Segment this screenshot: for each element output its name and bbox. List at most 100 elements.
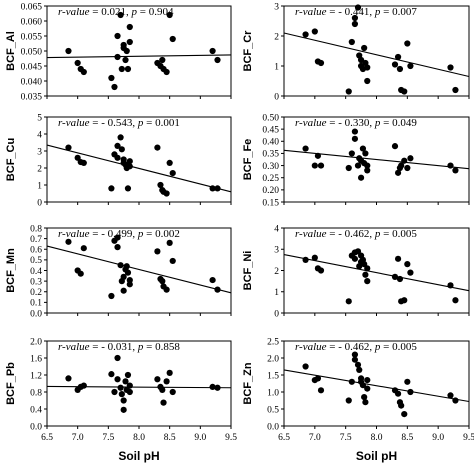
y-axis-label: BCF_Al (5, 31, 17, 71)
stats-annotation: r-value = - 0.499, p = 0.002 (58, 228, 180, 240)
data-point (394, 53, 402, 61)
data-point (114, 53, 121, 61)
data-point (118, 146, 125, 153)
data-point (364, 162, 371, 169)
data-point (74, 59, 81, 67)
data-point (80, 382, 87, 389)
y-tick-label: 0.8 (30, 224, 42, 234)
y-tick-label: 0.7 (30, 235, 42, 245)
y-tick-label: 2 (274, 267, 279, 277)
data-point (126, 388, 133, 396)
x-tick-label: 9.5 (225, 433, 237, 443)
y-tick-label: 0.50 (262, 113, 279, 123)
data-point (357, 56, 365, 64)
y-tick-label: 4 (37, 130, 42, 140)
data-point (154, 248, 161, 255)
data-point (166, 11, 173, 19)
data-point (396, 65, 404, 73)
data-point (111, 388, 118, 396)
data-point (120, 273, 127, 280)
data-point (345, 88, 352, 95)
y-tick-label: 0 (37, 198, 42, 208)
data-point (404, 378, 411, 385)
x-tick-label: 8.0 (371, 433, 383, 443)
y-tick-label: 5 (37, 113, 42, 123)
data-point (126, 158, 133, 165)
y-tick-label: 1.0 (267, 388, 279, 398)
trend-line (283, 254, 470, 292)
data-point (364, 278, 371, 285)
data-point (354, 248, 362, 255)
plot-frame (283, 227, 470, 314)
data-point (351, 20, 359, 28)
data-point (398, 402, 405, 409)
data-point (166, 159, 173, 166)
data-point (108, 74, 115, 82)
data-point (317, 59, 325, 67)
panel-bcf-cr: 0 1 2 3 BCF_Cr r-value = - 0.441, p = 0.007 (242, 2, 470, 102)
data-point (407, 388, 414, 396)
data-point (345, 397, 352, 404)
y-tick-label: 0.2 (30, 288, 42, 298)
data-point (404, 164, 411, 172)
data-point (80, 68, 87, 76)
y-tick-label: 0 (274, 309, 279, 319)
panel-bcf-ni: 0 1 2 3 4 BCF_Ni r-value = - 0.462, p = 0.005 (242, 224, 470, 319)
y-axis-label: BCF_Ni (242, 251, 254, 291)
data-point (351, 356, 359, 363)
data-point (157, 181, 164, 189)
data-point (361, 261, 368, 268)
data-point (120, 287, 127, 294)
plot-frame (283, 5, 470, 97)
trend-line (46, 385, 232, 389)
y-tick-label: 0.055 (21, 32, 43, 42)
data-point (364, 64, 371, 71)
data-point (111, 83, 118, 91)
data-point (169, 35, 176, 43)
data-point (302, 363, 309, 370)
data-point (124, 65, 132, 73)
data-point (114, 32, 121, 40)
trend-line (46, 54, 232, 59)
data-point (447, 392, 454, 399)
x-tick-label: 9.5 (463, 433, 474, 443)
data-point (351, 351, 359, 358)
y-tick-label: 0.5 (30, 256, 42, 266)
x-tick-label: 7.5 (102, 433, 114, 443)
data-point (159, 56, 166, 64)
data-point (364, 265, 371, 272)
data-point (314, 152, 322, 159)
data-point (317, 162, 325, 169)
data-point (108, 371, 115, 378)
x-tick-label: 9.0 (432, 433, 444, 443)
data-point (362, 399, 369, 406)
data-point (314, 375, 322, 382)
y-tick-label: 0.4 (30, 405, 42, 415)
data-point (154, 144, 161, 151)
data-point (345, 164, 352, 172)
data-point (407, 62, 414, 70)
data-point (80, 245, 87, 252)
data-point (404, 40, 411, 47)
data-point (302, 31, 309, 38)
trend-line (283, 369, 470, 403)
data-point (351, 14, 359, 22)
y-tick-label: 0.0 (30, 422, 42, 432)
y-tick-label: 0.5 (267, 405, 279, 415)
data-point (447, 64, 454, 71)
y-tick-label: 3 (37, 147, 42, 157)
stats-annotation: r-value = 0.021, p = 0.904 (58, 6, 174, 18)
data-point (391, 273, 399, 280)
y-tick-label: 0.30 (262, 162, 279, 172)
data-point (356, 366, 363, 373)
data-point (124, 185, 132, 192)
data-point (302, 256, 309, 263)
x-tick-label: 7.0 (72, 433, 84, 443)
data-point (364, 385, 371, 392)
data-point (348, 378, 355, 385)
data-point (401, 157, 408, 164)
y-tick-label: 2 (274, 32, 279, 42)
y-tick-label: 0.035 (21, 92, 43, 102)
data-point (452, 86, 459, 94)
panel-bcf-fe: 0.15 0.20 0.25 0.30 0.35 0.40 0.45 0.50 BCF_Fe r-… (242, 113, 470, 208)
